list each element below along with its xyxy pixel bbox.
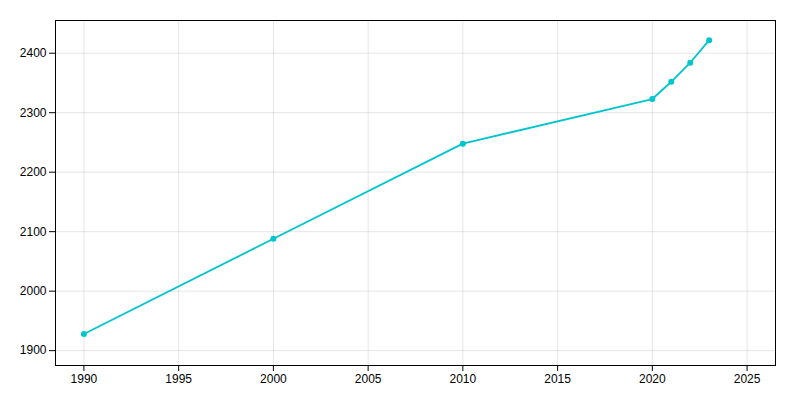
svg-text:2025: 2025 bbox=[734, 372, 761, 386]
svg-text:2100: 2100 bbox=[20, 225, 47, 239]
svg-text:2005: 2005 bbox=[355, 372, 382, 386]
svg-text:2000: 2000 bbox=[20, 284, 47, 298]
svg-text:1990: 1990 bbox=[71, 372, 98, 386]
svg-text:1900: 1900 bbox=[20, 343, 47, 357]
svg-text:1995: 1995 bbox=[165, 372, 192, 386]
svg-text:2015: 2015 bbox=[544, 372, 571, 386]
svg-text:2010: 2010 bbox=[450, 372, 477, 386]
svg-text:2020: 2020 bbox=[639, 372, 666, 386]
svg-text:2000: 2000 bbox=[260, 372, 287, 386]
svg-text:2400: 2400 bbox=[20, 46, 47, 60]
svg-text:2200: 2200 bbox=[20, 165, 47, 179]
svg-text:2300: 2300 bbox=[20, 106, 47, 120]
